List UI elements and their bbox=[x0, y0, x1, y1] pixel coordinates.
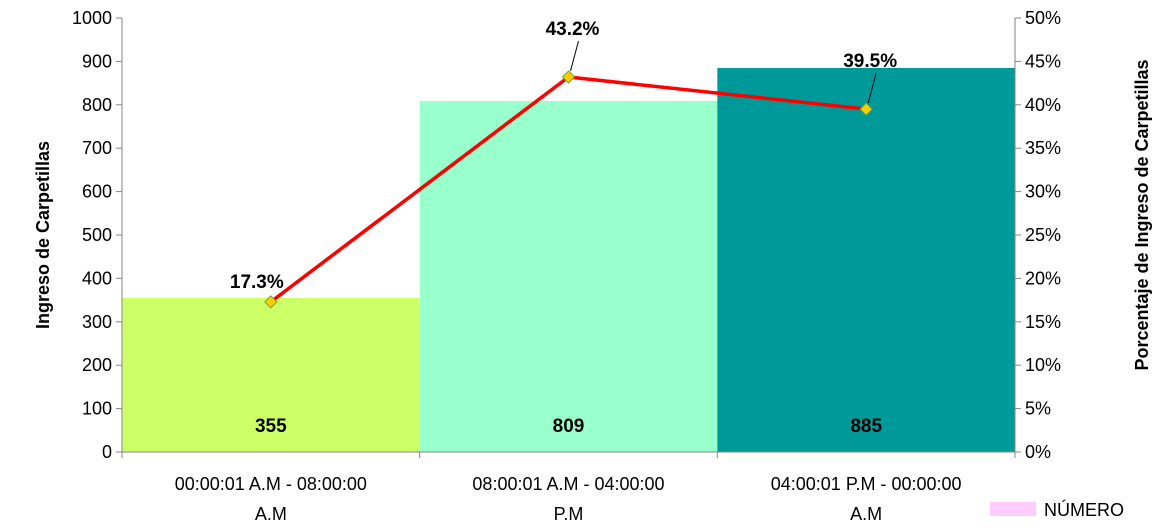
leader-line-2 bbox=[570, 40, 579, 72]
y2-tick-label: 40% bbox=[1025, 95, 1061, 115]
bar-1 bbox=[122, 297, 420, 452]
legend-swatch bbox=[990, 502, 1036, 516]
y2-tick-label: 10% bbox=[1025, 355, 1061, 375]
x-category-label-3: 04:00:01 P.M - 00:00:00 bbox=[771, 474, 962, 494]
y-tick-label: 500 bbox=[82, 225, 112, 245]
percentage-label-1: 17.3% bbox=[230, 272, 284, 293]
y2-tick-label: 5% bbox=[1025, 399, 1051, 419]
y-tick-label: 900 bbox=[82, 51, 112, 71]
y-axis-title: Ingreso de Carpetillas bbox=[33, 141, 53, 329]
percentage-label-3: 39.5% bbox=[843, 51, 897, 72]
bar-value-label-1: 355 bbox=[255, 416, 287, 437]
line-marker-3 bbox=[859, 102, 873, 116]
line-marker-2 bbox=[561, 70, 576, 84]
y-tick-label: 200 bbox=[82, 355, 112, 375]
leader-line-3 bbox=[867, 73, 877, 104]
y-tick-label: 600 bbox=[82, 182, 112, 202]
y2-tick-label: 35% bbox=[1025, 138, 1061, 158]
line-layer bbox=[264, 40, 877, 309]
x-category-label-1: A.M bbox=[255, 504, 287, 524]
y-tick-label: 100 bbox=[82, 399, 112, 419]
x-category-label-2: 08:00:01 A.M - 04:00:00 bbox=[472, 474, 664, 494]
labels-layer: 355 809 885 17.3% 43.2% 39.5% bbox=[230, 19, 897, 437]
x-category-label-1: 00:00:01 A.M - 08:00:00 bbox=[175, 474, 367, 494]
y-tick-label: 1000 bbox=[72, 8, 112, 28]
bar-2 bbox=[419, 100, 718, 453]
bar-value-label-3: 885 bbox=[850, 416, 882, 437]
x-category-label-3: A.M bbox=[850, 504, 882, 524]
y2-tick-label: 15% bbox=[1025, 312, 1061, 332]
y-tick-label: 400 bbox=[82, 268, 112, 288]
y2-tick-label: 50% bbox=[1025, 8, 1061, 28]
y2-tick-label: 0% bbox=[1025, 442, 1051, 462]
line-marker-1 bbox=[264, 295, 278, 309]
bar-value-label-2: 809 bbox=[553, 416, 585, 437]
y2-axis-title: Porcentaje de Ingreso de Carpetillas bbox=[1132, 59, 1152, 370]
y2-tick-label: 30% bbox=[1025, 182, 1061, 202]
y-tick-label: 300 bbox=[82, 312, 112, 332]
percentage-label-2: 43.2% bbox=[546, 19, 600, 40]
bars-layer bbox=[122, 67, 1015, 453]
y2-tick-label: 45% bbox=[1025, 51, 1061, 71]
y-tick-label: 700 bbox=[82, 138, 112, 158]
y-tick-label: 800 bbox=[82, 95, 112, 115]
legend-label: NÚMERO bbox=[1044, 499, 1124, 520]
axes-layer: 0 100 200 300 400 500 600 700 800 900 1000 0% 5% 10% 1… bbox=[72, 8, 1061, 524]
y2-tick-label: 20% bbox=[1025, 268, 1061, 288]
y2-tick-label: 25% bbox=[1025, 225, 1061, 245]
y-tick-label: 0 bbox=[102, 442, 112, 462]
x-category-label-2: P.M bbox=[554, 504, 584, 524]
bar-3 bbox=[717, 67, 1015, 452]
